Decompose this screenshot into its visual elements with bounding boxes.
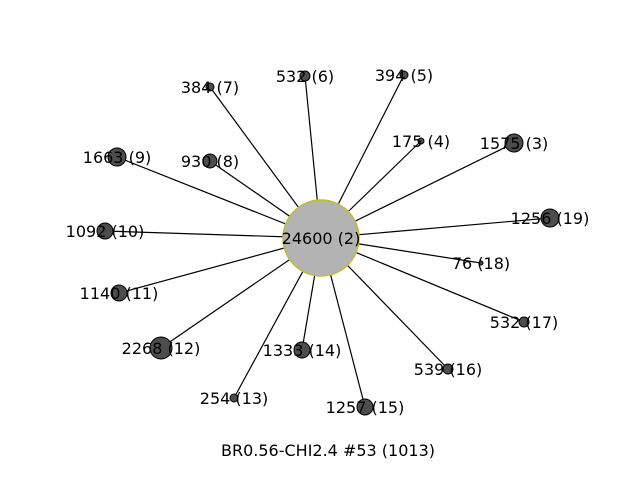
node-label: 532 (6) (276, 67, 334, 86)
graph-node (107, 147, 127, 167)
graph-node (518, 316, 530, 328)
graph-node (299, 70, 311, 82)
graph-node (202, 153, 218, 169)
node-label: 930 (8) (181, 152, 239, 171)
node-label: 1140 (11) (80, 284, 159, 303)
node-label: 532 (17) (490, 313, 558, 332)
graph-node (399, 70, 409, 80)
graph-node (205, 82, 215, 92)
node-label: 1257 (15) (326, 398, 405, 417)
graph-node (149, 336, 173, 360)
graph-node (229, 393, 239, 403)
node-label: 254 (13) (200, 389, 268, 408)
graph-node (293, 341, 311, 359)
node-label: 539 (16) (414, 360, 482, 379)
labels-layer: 1575 (3) 175 (4) 394 (5) 532 (6) 384 (7) 930 … (66, 66, 590, 417)
node-label: 1663 (9) (83, 148, 151, 167)
nodes-layer (96, 70, 560, 416)
graph-node (110, 284, 128, 302)
center-node (282, 199, 360, 277)
node-label: 2268 (12) (122, 339, 201, 358)
graph-node (356, 398, 374, 416)
graph-caption: BR0.56-CHI2.4 #53 (1013) (221, 441, 435, 460)
node-label: 76 (18) (452, 254, 510, 273)
graph-node (504, 133, 524, 153)
node-label: 384 (7) (181, 78, 239, 97)
center-node-label: 24600 (2) (282, 229, 361, 248)
node-label: 175 (4) (392, 132, 450, 151)
graph-node (96, 222, 114, 240)
node-label: 1092 (10) (66, 222, 145, 241)
graph-node (442, 363, 454, 375)
graph-node (478, 260, 484, 266)
node-label: 1333 (14) (263, 341, 342, 360)
graph-node (540, 208, 560, 228)
node-label: 394 (5) (375, 66, 433, 85)
node-label: 1256 (19) (511, 209, 590, 228)
graph-node (417, 137, 425, 145)
node-label: 1575 (3) (480, 134, 548, 153)
